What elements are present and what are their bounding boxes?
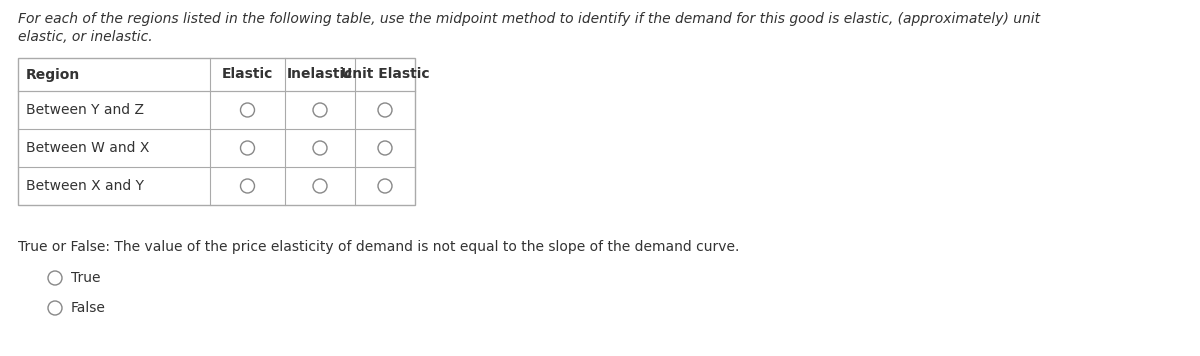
Ellipse shape [378,179,392,193]
Text: Between W and X: Between W and X [26,141,149,155]
FancyBboxPatch shape [18,58,415,205]
Text: Region: Region [26,68,80,82]
Ellipse shape [240,141,254,155]
Text: True or False: The value of the price elasticity of demand is not equal to the s: True or False: The value of the price el… [18,240,739,254]
Text: Between Y and Z: Between Y and Z [26,103,144,117]
Ellipse shape [378,141,392,155]
Ellipse shape [48,301,62,315]
Text: Between X and Y: Between X and Y [26,179,144,193]
Text: For each of the regions listed in the following table, use the midpoint method t: For each of the regions listed in the fo… [18,12,1040,26]
Text: Unit Elastic: Unit Elastic [341,68,430,82]
Text: Inelastic: Inelastic [287,68,353,82]
Ellipse shape [240,103,254,117]
Ellipse shape [313,141,326,155]
Text: True: True [71,271,101,285]
Ellipse shape [313,103,326,117]
Ellipse shape [313,179,326,193]
Ellipse shape [240,179,254,193]
Text: False: False [71,301,106,315]
Text: elastic, or inelastic.: elastic, or inelastic. [18,30,152,44]
Ellipse shape [48,271,62,285]
Ellipse shape [378,103,392,117]
Text: Elastic: Elastic [222,68,274,82]
